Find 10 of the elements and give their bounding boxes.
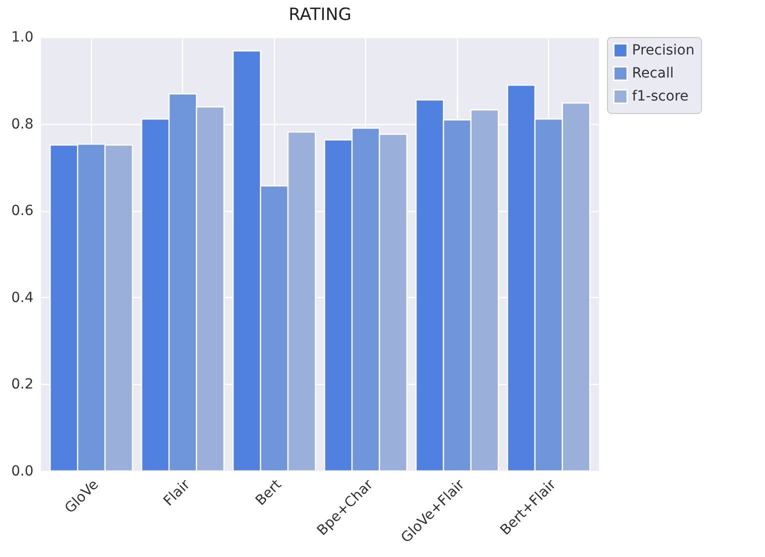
chart-title: RATING [288,5,352,25]
y-tick-label: 0.8 [11,116,34,132]
y-tick-label: 0.2 [11,376,34,393]
y-tick-label: 0.4 [11,290,34,306]
y-tick-label: 0.0 [11,464,34,480]
legend-label: f1-score [632,88,689,104]
legend-label: Recall [632,66,674,82]
legend-label: Precision [632,42,694,58]
y-tick-label: 0.6 [11,203,34,220]
y-tick-label: 1.0 [11,30,34,46]
